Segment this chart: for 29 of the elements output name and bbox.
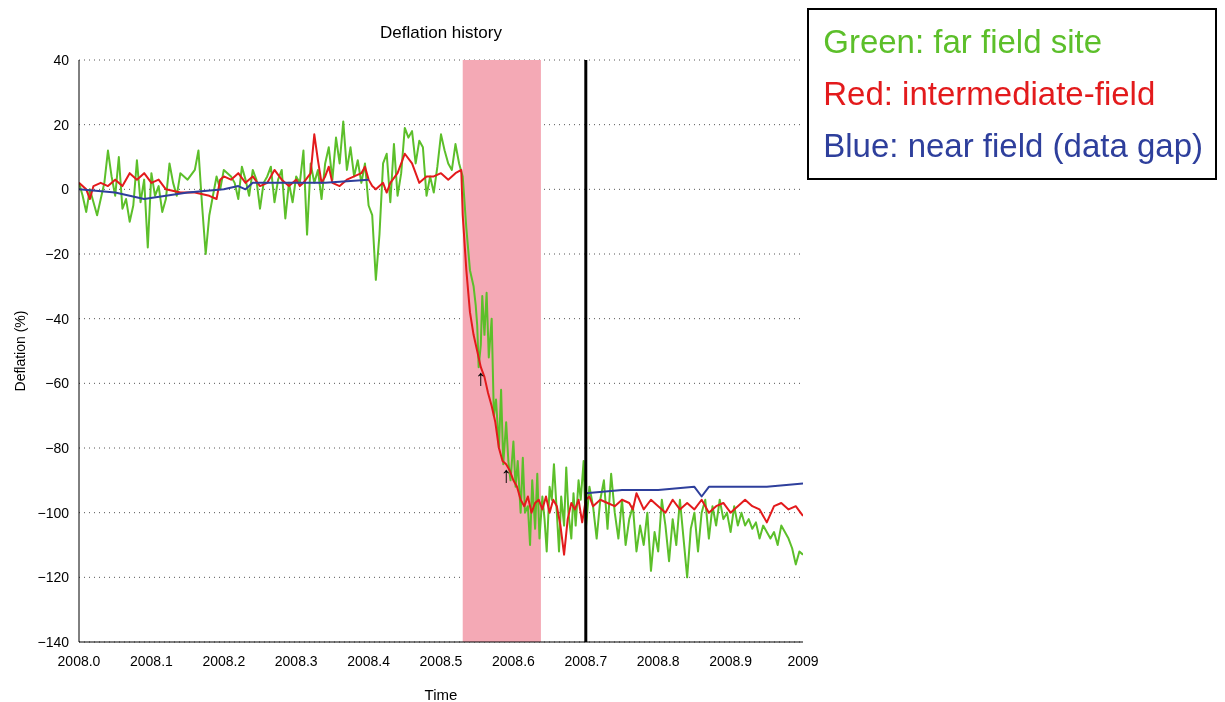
y-tick-label: −140	[37, 633, 70, 650]
x-axis-title: Time	[424, 686, 458, 702]
y-tick-label: −100	[37, 504, 70, 521]
x-tick-label: 2008.6	[491, 652, 536, 669]
y-axis-title: Deflation (%)	[11, 310, 28, 392]
y-tick-label: 0	[61, 181, 70, 198]
y-tick-label: 20	[53, 116, 70, 133]
x-tick-label: 2008.3	[274, 652, 318, 669]
text: Red: intermediate-field	[823, 74, 1157, 114]
x-tick-label: 2008.0	[57, 652, 101, 669]
y-tick-label: 40	[53, 51, 70, 68]
x-tick-label: 2008.9	[709, 652, 753, 669]
y-tick-label: −40	[45, 310, 70, 327]
text: Green: far field site	[823, 22, 1104, 62]
annotation: ↑	[500, 461, 512, 487]
x-tick-label: 2008.5	[419, 652, 463, 669]
x-tick-label: 2008.8	[636, 652, 680, 669]
x-tick-label: 2009	[787, 652, 819, 669]
chart-title: Deflation history	[380, 23, 503, 42]
x-tick-label: 2008.2	[202, 652, 246, 669]
x-tick-label: 2008.1	[129, 652, 174, 669]
y-tick-label: −60	[45, 375, 70, 392]
y-tick-label: −20	[45, 245, 70, 262]
x-tick-label: 2008.7	[564, 652, 608, 669]
text: Blue: near field (data gap)	[823, 126, 1203, 166]
y-tick-label: −120	[37, 569, 70, 586]
x-tick-label: 2008.4	[347, 652, 391, 669]
annotation: ↑	[475, 364, 487, 390]
y-tick-label: −80	[45, 439, 70, 456]
